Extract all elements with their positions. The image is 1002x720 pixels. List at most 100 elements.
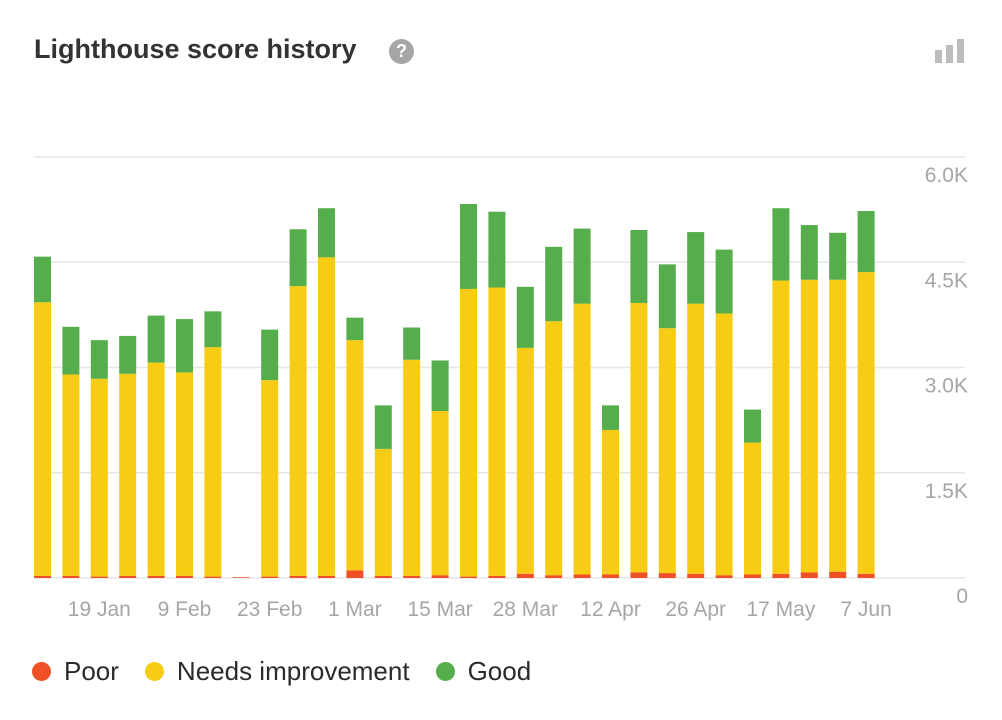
bar-segment-poor bbox=[232, 577, 250, 578]
bar-segment-needs-improvement bbox=[488, 287, 506, 576]
bar-segment-good bbox=[630, 229, 648, 303]
bar-segment-good bbox=[658, 264, 676, 329]
bar-segment-needs-improvement bbox=[829, 279, 847, 572]
bar-segment-needs-improvement bbox=[62, 374, 80, 576]
legend-swatch-poor bbox=[32, 661, 51, 681]
x-tick-label: 17 May bbox=[746, 598, 815, 621]
bar-segment-good bbox=[403, 327, 421, 360]
bar-segment-poor bbox=[261, 576, 279, 578]
bar-segment-good bbox=[545, 246, 563, 322]
bar-segment-good bbox=[176, 319, 193, 373]
bar-segment-poor bbox=[176, 575, 193, 578]
bar-segment-needs-improvement bbox=[119, 373, 137, 576]
bar-segment-poor bbox=[403, 575, 421, 578]
bar-segment-needs-improvement bbox=[431, 411, 449, 576]
y-tick-label: 6.0K bbox=[925, 164, 968, 187]
x-tick-label: 1 Mar bbox=[328, 598, 382, 621]
bar-segment-good bbox=[516, 286, 534, 348]
bar-segment-needs-improvement bbox=[658, 328, 676, 574]
bar-segment-good bbox=[346, 317, 364, 341]
x-tick-label: 12 Apr bbox=[580, 598, 641, 621]
bar-segment-poor bbox=[289, 575, 307, 578]
bar-segment-poor bbox=[318, 575, 335, 578]
bar-segment-needs-improvement bbox=[687, 303, 705, 574]
bar-segment-needs-improvement bbox=[34, 302, 51, 576]
y-tick-label: 3.0K bbox=[925, 375, 968, 398]
bar-segment-needs-improvement bbox=[403, 359, 421, 576]
bar-segment-poor bbox=[715, 575, 733, 578]
bar-chart-icon[interactable] bbox=[934, 38, 966, 64]
bar-segment-good bbox=[119, 335, 137, 374]
bar-segment-good bbox=[147, 315, 165, 363]
legend-item-poor[interactable]: Poor bbox=[32, 656, 119, 687]
bar-segment-needs-improvement bbox=[289, 286, 307, 576]
bar-segment-good bbox=[687, 232, 705, 304]
bar-segment-poor bbox=[431, 575, 449, 578]
bar-segment-good bbox=[488, 211, 506, 288]
x-tick-label: 7 Jun bbox=[840, 598, 891, 621]
bar-segment-poor bbox=[374, 575, 392, 578]
bar-segment-poor bbox=[516, 573, 534, 578]
bar-segment-needs-improvement bbox=[772, 280, 790, 574]
x-tick-label: 28 Mar bbox=[493, 598, 558, 621]
bar-segment-poor bbox=[800, 572, 818, 578]
y-tick-label: 1.5K bbox=[925, 480, 968, 503]
legend-swatch-needs-improvement bbox=[144, 661, 164, 681]
chart-legend: Poor Needs improvement Good bbox=[32, 656, 557, 686]
bar-segment-poor bbox=[602, 574, 619, 578]
bar-segment-good bbox=[744, 409, 761, 443]
bar-segment-needs-improvement bbox=[90, 378, 108, 577]
bar-segment-needs-improvement bbox=[346, 340, 364, 571]
bar-segment-needs-improvement bbox=[204, 347, 222, 577]
bar-segment-needs-improvement bbox=[744, 442, 761, 575]
bar-segment-needs-improvement bbox=[460, 288, 477, 577]
bar-segment-good bbox=[261, 329, 279, 381]
bar-segment-needs-improvement bbox=[715, 313, 733, 576]
x-tick-label: 26 Apr bbox=[665, 598, 726, 621]
bar-segment-needs-improvement bbox=[800, 279, 818, 573]
bar-segment-poor bbox=[658, 573, 676, 578]
stacked-bar-chart: 0 1.5K 3.0K 4.5K 6.0K 19 Jan 9 Feb 23 Feb 1 Mar 1… bbox=[34, 156, 968, 621]
bar-segment-good bbox=[318, 208, 335, 258]
bar-segment-needs-improvement bbox=[516, 347, 534, 574]
y-tick-label: 0 bbox=[956, 585, 968, 608]
legend-item-good[interactable]: Good bbox=[435, 655, 532, 687]
x-tick-label: 9 Feb bbox=[158, 598, 212, 621]
bar-segment-poor bbox=[573, 574, 591, 578]
legend-label-good: Good bbox=[467, 655, 532, 686]
bar-segment-poor bbox=[119, 575, 137, 578]
bar-segment-needs-improvement bbox=[147, 362, 165, 576]
bar-segment-poor bbox=[772, 573, 790, 578]
bar-segment-poor bbox=[346, 570, 364, 578]
bar-segment-poor bbox=[744, 574, 761, 578]
bar-segment-good bbox=[772, 208, 790, 281]
bar-segment-good bbox=[62, 326, 80, 375]
bar-segment-needs-improvement bbox=[318, 257, 335, 576]
x-tick-label: 15 Mar bbox=[407, 598, 472, 621]
help-icon[interactable]: ? bbox=[389, 39, 414, 64]
bar-segment-good bbox=[715, 249, 733, 314]
bar-segment-good bbox=[289, 229, 307, 287]
bar-segment-good bbox=[829, 232, 847, 280]
bar-segment-good bbox=[460, 204, 477, 289]
bar-segment-poor bbox=[460, 576, 477, 578]
legend-item-needs-improvement[interactable]: Needs improvement bbox=[144, 656, 410, 687]
bar-segment-needs-improvement bbox=[261, 380, 279, 577]
legend-label-poor: Poor bbox=[64, 655, 119, 686]
bar-segment-needs-improvement bbox=[630, 302, 648, 573]
x-tick-label: 23 Feb bbox=[237, 598, 302, 621]
bar-segment-needs-improvement bbox=[857, 272, 875, 574]
bar-segment-needs-improvement bbox=[374, 448, 392, 576]
bar-segment-poor bbox=[90, 576, 108, 578]
bar-segment-good bbox=[90, 340, 108, 379]
legend-swatch-good bbox=[435, 661, 455, 681]
bar-segment-good bbox=[431, 360, 449, 412]
chart-title: Lighthouse score history bbox=[34, 34, 357, 64]
bar-segment-poor bbox=[687, 573, 705, 578]
bar-segment-poor bbox=[34, 575, 51, 578]
bar-segment-poor bbox=[147, 575, 165, 578]
bar-segment-good bbox=[374, 405, 392, 449]
y-tick-label: 4.5K bbox=[925, 269, 968, 292]
bar-segment-good bbox=[34, 256, 51, 303]
bar-segment-poor bbox=[204, 576, 222, 578]
